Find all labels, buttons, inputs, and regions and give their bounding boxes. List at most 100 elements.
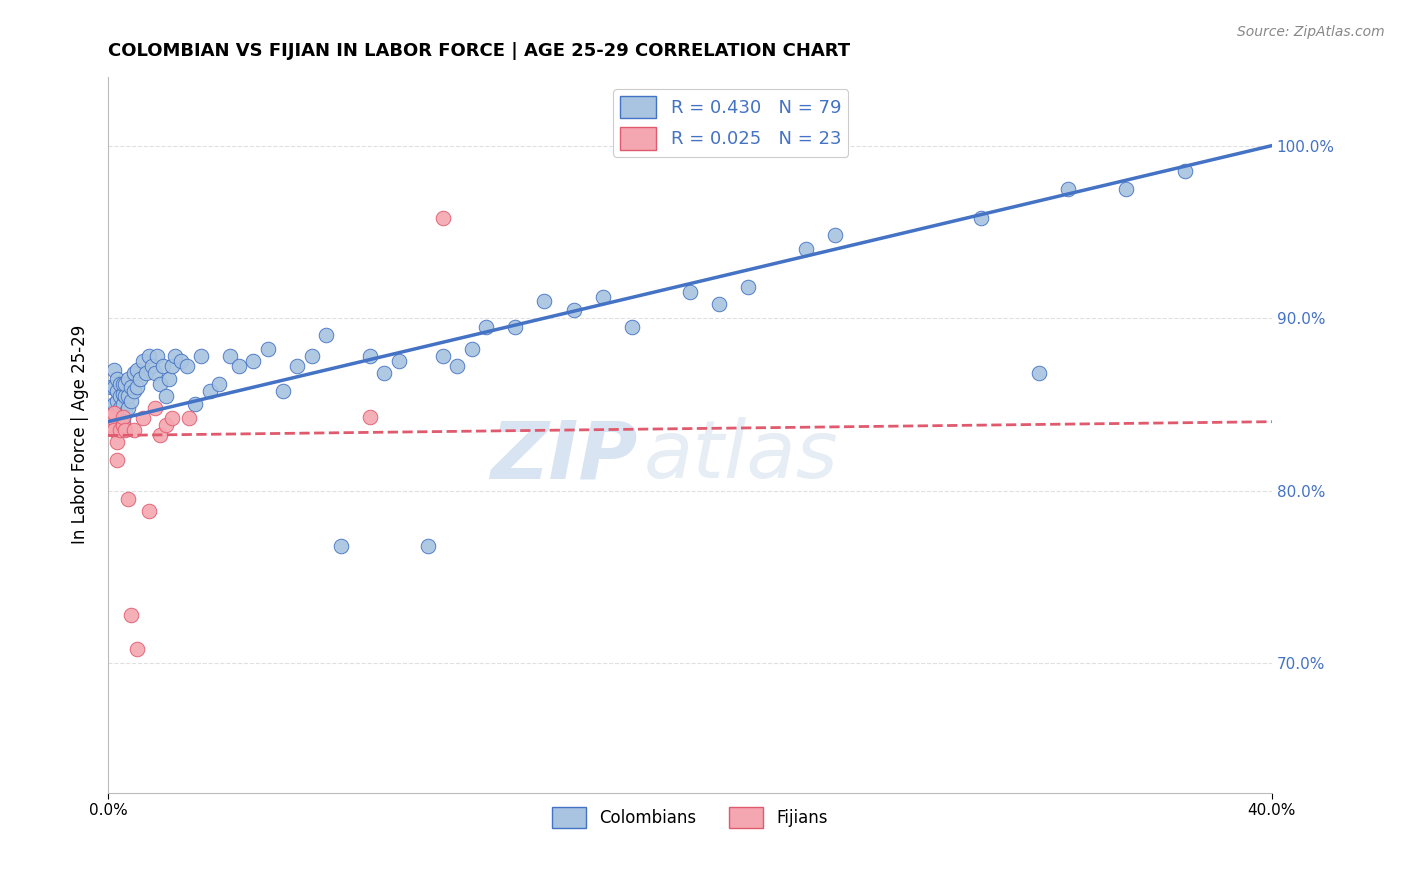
Point xyxy=(103,363,125,377)
Point xyxy=(207,376,229,391)
Point xyxy=(533,293,555,308)
Point xyxy=(120,380,142,394)
Point xyxy=(100,406,122,420)
Point xyxy=(143,401,166,415)
Point xyxy=(114,423,136,437)
Point xyxy=(1057,182,1080,196)
Point xyxy=(242,354,264,368)
Point xyxy=(108,376,131,391)
Point xyxy=(152,359,174,374)
Point xyxy=(373,367,395,381)
Point xyxy=(432,211,454,225)
Point xyxy=(176,359,198,374)
Point xyxy=(170,354,193,368)
Point xyxy=(114,389,136,403)
Point xyxy=(416,539,439,553)
Point xyxy=(329,539,352,553)
Point xyxy=(100,380,122,394)
Point xyxy=(198,384,221,398)
Point xyxy=(1174,164,1197,178)
Point xyxy=(135,367,157,381)
Point xyxy=(190,349,212,363)
Point xyxy=(108,423,131,437)
Point xyxy=(388,354,411,368)
Point xyxy=(359,409,381,424)
Point xyxy=(117,401,139,415)
Point xyxy=(122,384,145,398)
Point xyxy=(105,452,128,467)
Text: ZIP: ZIP xyxy=(491,417,637,495)
Point xyxy=(1028,367,1050,381)
Point xyxy=(132,354,155,368)
Point xyxy=(111,409,134,424)
Point xyxy=(359,349,381,363)
Point xyxy=(149,428,172,442)
Point xyxy=(460,342,482,356)
Point xyxy=(184,397,207,411)
Point xyxy=(228,359,250,374)
Point xyxy=(149,376,172,391)
Point xyxy=(129,371,152,385)
Point xyxy=(111,418,134,433)
Point xyxy=(132,411,155,425)
Point xyxy=(114,406,136,420)
Point xyxy=(505,319,527,334)
Point xyxy=(592,290,614,304)
Point xyxy=(105,371,128,385)
Point xyxy=(315,328,337,343)
Point xyxy=(103,397,125,411)
Point xyxy=(103,423,125,437)
Point xyxy=(138,349,160,363)
Point xyxy=(271,384,294,398)
Point xyxy=(157,371,180,385)
Point xyxy=(111,387,134,401)
Point xyxy=(122,423,145,437)
Point xyxy=(108,401,131,415)
Point xyxy=(179,411,201,425)
Point xyxy=(285,359,308,374)
Point xyxy=(219,349,242,363)
Point xyxy=(111,397,134,411)
Point xyxy=(620,319,643,334)
Point xyxy=(446,359,468,374)
Point xyxy=(160,359,183,374)
Point xyxy=(679,285,702,300)
Point xyxy=(794,242,817,256)
Point xyxy=(155,418,177,433)
Point xyxy=(562,302,585,317)
Point xyxy=(120,394,142,409)
Point xyxy=(160,411,183,425)
Point xyxy=(707,297,730,311)
Point xyxy=(111,376,134,391)
Text: atlas: atlas xyxy=(644,417,838,495)
Point xyxy=(475,319,498,334)
Point xyxy=(970,211,993,225)
Point xyxy=(257,342,280,356)
Point xyxy=(141,359,163,374)
Point xyxy=(120,607,142,622)
Legend: Colombians, Fijians: Colombians, Fijians xyxy=(546,801,834,834)
Point xyxy=(127,363,149,377)
Point xyxy=(108,389,131,403)
Point xyxy=(105,384,128,398)
Point xyxy=(432,349,454,363)
Point xyxy=(103,380,125,394)
Point xyxy=(105,394,128,409)
Point xyxy=(138,504,160,518)
Point xyxy=(117,389,139,403)
Point xyxy=(111,415,134,429)
Point xyxy=(117,371,139,385)
Point xyxy=(105,406,128,420)
Point xyxy=(114,376,136,391)
Point xyxy=(127,380,149,394)
Point xyxy=(143,367,166,381)
Point xyxy=(100,418,122,433)
Point xyxy=(155,389,177,403)
Point xyxy=(103,406,125,420)
Text: Source: ZipAtlas.com: Source: ZipAtlas.com xyxy=(1237,25,1385,39)
Point xyxy=(1115,182,1137,196)
Text: COLOMBIAN VS FIJIAN IN LABOR FORCE | AGE 25-29 CORRELATION CHART: COLOMBIAN VS FIJIAN IN LABOR FORCE | AGE… xyxy=(108,42,851,60)
Point xyxy=(100,409,122,424)
Point xyxy=(146,349,169,363)
Point xyxy=(163,349,186,363)
